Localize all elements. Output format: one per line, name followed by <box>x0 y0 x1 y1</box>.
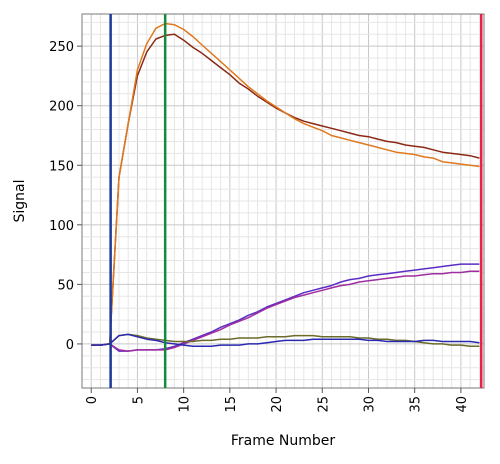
x-tick-label: 20 <box>270 396 285 413</box>
x-tick-label: 0 <box>85 396 100 404</box>
y-axis-title: Signal <box>12 179 28 222</box>
y-tick-label: 150 <box>49 159 74 174</box>
x-tick-label: 35 <box>409 396 424 413</box>
series-line-6 <box>91 333 480 348</box>
x-tick-label: 15 <box>224 396 239 413</box>
x-tick-label: 40 <box>455 396 470 413</box>
vertical-markers <box>109 14 483 388</box>
series-line-4 <box>91 270 480 352</box>
series-line-2 <box>91 22 480 346</box>
x-axis-title: Frame Number <box>231 433 336 449</box>
y-tick-label: 50 <box>57 278 74 293</box>
x-tick-label: 30 <box>362 396 377 413</box>
y-tick-label: 250 <box>49 40 74 55</box>
series-layer <box>91 22 480 352</box>
x-tick-label: 10 <box>178 396 193 413</box>
axes: 0 50 100 150 200 250 0 5 10 15 20 25 30 35 40 <box>49 40 470 412</box>
grid <box>82 14 484 388</box>
y-tick-label: 0 <box>66 338 74 353</box>
x-tick-label: 25 <box>316 396 331 413</box>
y-tick-label: 100 <box>49 219 74 234</box>
y-tick-label: 200 <box>49 100 74 115</box>
plot-frame <box>81 13 485 389</box>
x-tick-label: 5 <box>131 396 146 404</box>
